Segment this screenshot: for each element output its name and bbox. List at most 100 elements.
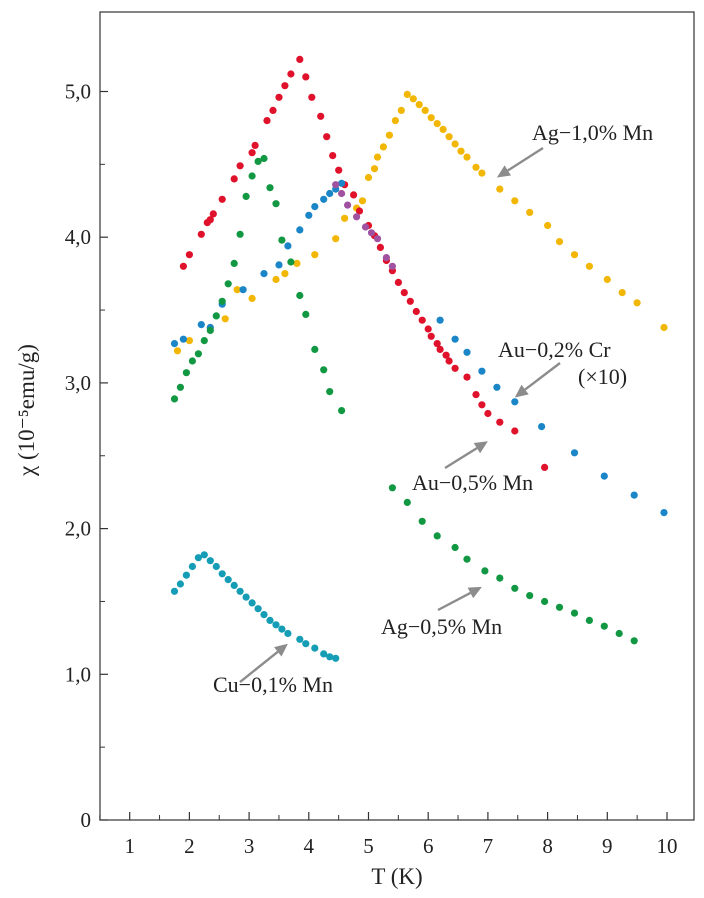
data-point [570, 251, 579, 259]
annotation-arrow-shaft [524, 362, 561, 391]
data-point [424, 325, 432, 333]
data-point [182, 571, 190, 579]
data-point [281, 270, 289, 278]
data-point [660, 508, 668, 517]
data-point [236, 230, 244, 238]
data-point [388, 484, 396, 492]
data-point [272, 275, 280, 284]
data-point [427, 114, 435, 122]
data-point [269, 106, 277, 114]
data-point [206, 216, 214, 224]
y-tick-label: 3,0 [65, 371, 91, 395]
data-point [323, 133, 331, 141]
data-point [630, 491, 638, 499]
annotation-au-0-2-cr: Au−0,2% Cr [498, 337, 611, 362]
data-point [367, 229, 376, 237]
annotation-arrow-shaft [239, 650, 279, 683]
data-point [296, 635, 304, 643]
data-point [233, 286, 241, 294]
data-point [170, 395, 179, 403]
data-point [194, 554, 202, 562]
data-point [218, 297, 226, 305]
data-point [618, 289, 626, 297]
data-point [188, 562, 196, 571]
data-point [329, 152, 337, 160]
data-point [394, 278, 402, 286]
data-point [194, 350, 202, 358]
data-point [281, 82, 289, 90]
data-point [436, 316, 444, 324]
data-point [353, 213, 361, 221]
data-point [478, 169, 486, 177]
annotation-arrow-head [514, 384, 529, 398]
data-point [630, 637, 638, 645]
data-point [287, 258, 295, 266]
data-point [418, 316, 426, 324]
data-point [544, 221, 552, 230]
data-point [350, 191, 358, 199]
data-point [555, 238, 564, 246]
data-point [221, 315, 229, 323]
data-point [206, 557, 214, 565]
x-tick-label: 1 [124, 834, 135, 858]
data-point [570, 449, 579, 457]
data-point [212, 312, 220, 320]
x-tick-label: 3 [244, 834, 255, 858]
data-point [433, 120, 441, 128]
x-tick-labels: 1 2 3 4 5 6 7 8 9 10 [124, 834, 677, 858]
data-point [433, 532, 441, 540]
x-tick-label: 2 [184, 834, 195, 858]
data-point [305, 211, 313, 219]
data-point [284, 629, 292, 638]
data-point [275, 93, 283, 101]
annotation-arrow-head [274, 643, 288, 657]
data-point [263, 117, 271, 125]
data-point [526, 592, 534, 600]
data-point [212, 562, 220, 571]
data-point [326, 388, 334, 396]
data-point [341, 214, 349, 222]
annotation-ag-1-0-mn: Ag−1,0% Mn [532, 120, 653, 145]
data-point [344, 201, 352, 209]
data-point [296, 291, 304, 300]
data-point [338, 407, 346, 415]
data-point [511, 584, 519, 592]
data-point [251, 141, 259, 149]
data-point [397, 106, 405, 114]
data-point [541, 463, 549, 471]
data-point [218, 570, 226, 578]
annotation-ag-0-5-mn: Ag−0,5% Mn [381, 614, 502, 639]
series-au-0-5-mn [179, 55, 549, 471]
data-point [311, 251, 319, 259]
x-tick-label: 8 [542, 834, 553, 858]
data-point [412, 307, 420, 316]
data-point [284, 242, 292, 250]
data-point [400, 289, 408, 297]
data-point [493, 383, 501, 391]
annotation-arrow-head [496, 165, 511, 178]
series-ag-0-5-mn [170, 154, 638, 645]
y-tick-label: 1,0 [65, 662, 91, 686]
data-point [311, 203, 319, 211]
x-tick-label: 4 [304, 834, 315, 858]
data-point [278, 236, 286, 244]
data-point [451, 140, 459, 148]
ticks [99, 90, 668, 821]
annotation-arrow-shaft [444, 447, 478, 470]
data-point [185, 337, 193, 345]
data-point [230, 581, 238, 590]
data-point [526, 208, 534, 216]
data-point [185, 251, 193, 259]
data-point [287, 70, 295, 78]
data-point [230, 259, 238, 267]
data-point [179, 335, 187, 343]
data-point [660, 323, 668, 332]
data-point [170, 587, 179, 595]
data-point [451, 335, 459, 343]
data-point [326, 653, 334, 661]
y-axis-label: χ (10⁻⁵emu/g) [14, 344, 39, 477]
data-point [209, 210, 217, 218]
data-point [463, 153, 471, 161]
data-point [451, 543, 459, 552]
